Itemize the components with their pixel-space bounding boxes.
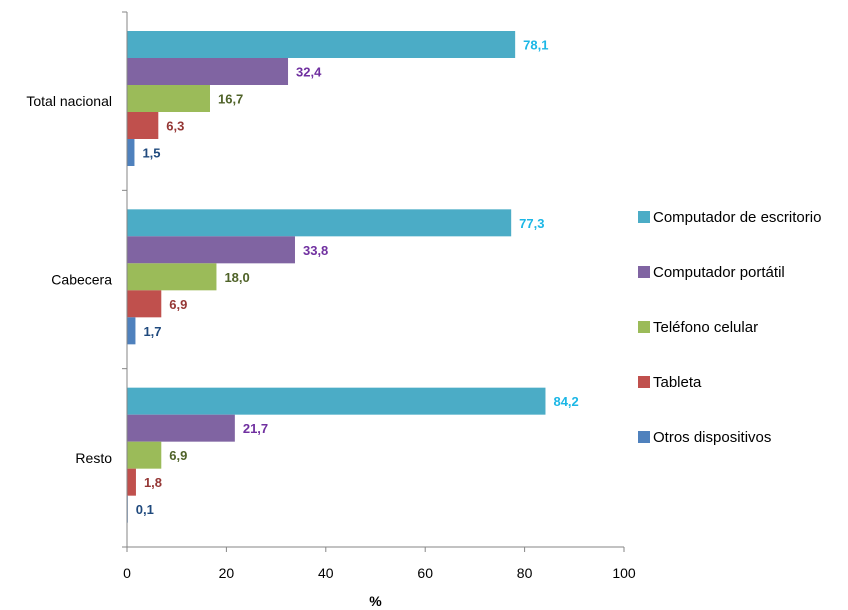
legend-swatch-3 — [638, 321, 650, 333]
legend-swatch-2 — [638, 266, 650, 278]
legend: Computador de escritorio Computador portá… — [638, 209, 821, 446]
x-axis-title: % — [369, 593, 382, 609]
bar-1-4 — [127, 112, 159, 139]
ticks-group: 0 20 40 60 80 100 — [122, 11, 636, 581]
legend-label-1: Computador de escritorio — [653, 209, 821, 226]
bar-3-4 — [127, 468, 136, 496]
bar-2-1 — [127, 209, 512, 237]
data-label-2-5: 1,7 — [143, 324, 161, 339]
value-labels-group: 78,1 32,4 16,7 6,3 1,5 77,3 33,8 18,0 6,9 1,7 84,2… — [136, 38, 579, 518]
x-tick-label-20: 20 — [219, 565, 235, 581]
x-tick-label-100: 100 — [612, 565, 636, 581]
category-label-1: Total nacional — [26, 93, 112, 109]
data-label-2-3: 18,0 — [224, 270, 249, 285]
data-label-3-1: 84,2 — [553, 394, 578, 409]
legend-label-4: Tableta — [653, 374, 702, 391]
legend-label-2: Computador portátil — [653, 264, 785, 281]
data-label-2-2: 33,8 — [303, 243, 328, 258]
bar-1-1 — [127, 31, 516, 58]
data-label-3-2: 21,7 — [243, 421, 268, 436]
data-label-3-5: 0,1 — [136, 502, 154, 517]
x-tick-label-80: 80 — [517, 565, 533, 581]
data-label-2-1: 77,3 — [519, 216, 544, 231]
bar-3-1 — [127, 387, 546, 415]
bar-1-2 — [127, 58, 289, 85]
category-label-2: Cabecera — [51, 272, 112, 288]
data-label-3-3: 6,9 — [169, 448, 187, 463]
data-label-1-3: 16,7 — [218, 92, 243, 107]
bar-2-5 — [127, 317, 136, 345]
data-label-3-4: 1,8 — [144, 475, 162, 490]
category-labels-group: Total nacional Cabecera Resto — [26, 93, 112, 466]
data-label-2-4: 6,9 — [169, 297, 187, 312]
x-tick-label-40: 40 — [318, 565, 334, 581]
legend-swatch-5 — [638, 431, 650, 443]
data-label-1-2: 32,4 — [296, 65, 322, 80]
bar-3-3 — [127, 441, 162, 469]
legend-swatch-4 — [638, 376, 650, 388]
bar-1-3 — [127, 85, 210, 112]
bar-3-2 — [127, 414, 235, 442]
bar-1-5 — [127, 139, 135, 166]
bars-group — [127, 31, 546, 523]
bar-2-4 — [127, 290, 162, 318]
data-label-1-4: 6,3 — [166, 119, 184, 134]
axes-group — [126, 12, 624, 548]
category-label-3: Resto — [75, 450, 112, 466]
bar-2-3 — [127, 263, 217, 291]
bar-2-2 — [127, 236, 295, 264]
legend-swatch-1 — [638, 211, 650, 223]
x-tick-label-0: 0 — [123, 565, 131, 581]
legend-label-3: Teléfono celular — [653, 319, 758, 336]
data-label-1-1: 78,1 — [523, 38, 548, 53]
legend-label-5: Otros dispositivos — [653, 429, 771, 446]
data-label-1-5: 1,5 — [142, 146, 160, 161]
x-tick-label-60: 60 — [417, 565, 433, 581]
